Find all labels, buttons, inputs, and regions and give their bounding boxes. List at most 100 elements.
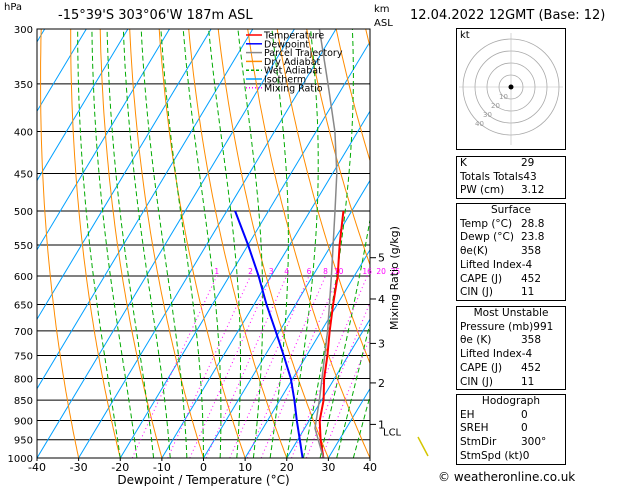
wet-adiabat — [106, 29, 154, 458]
surface-label: θe(K) — [460, 245, 488, 258]
surface-table: Surface Temp (°C) 28.8 Dewp (°C) 23.8 θe(K) 3… — [456, 203, 566, 301]
surface-title: Surface — [490, 204, 531, 216]
height-tick-label: 1 — [378, 418, 385, 431]
most-unstable-label: Lifted Index — [460, 348, 522, 361]
surface-row: θe(K) 358 — [457, 245, 565, 259]
dewpoint-line — [234, 210, 304, 458]
most-unstable-row: Pressure (mb) 991 — [457, 321, 565, 335]
hodograph-row: EH 0 — [457, 409, 565, 423]
mixing-ratio-line — [131, 275, 218, 458]
dry-adiabat — [247, 29, 370, 458]
x-axis-label: Dewpoint / Temperature (°C) — [117, 473, 289, 486]
dry-adiabat — [276, 29, 370, 365]
dry-adiabat — [129, 29, 204, 458]
most-unstable-table: Most Unstable Pressure (mb) 991 θe (K) 358 L… — [456, 306, 566, 391]
isotherm — [78, 29, 337, 458]
wind-barb — [417, 436, 429, 457]
hodograph-ring-label: 40 — [475, 120, 484, 128]
wet-adiabat — [91, 29, 138, 458]
height-tick-label: 4 — [378, 293, 385, 306]
isotherm — [37, 29, 254, 390]
wet-adiabat — [140, 29, 188, 458]
mixing-ratio-line — [229, 275, 310, 458]
legend-label: Temperature — [263, 31, 324, 42]
most-unstable-row: CAPE (J) 452 — [457, 362, 565, 376]
surface-label: Temp (°C) — [460, 217, 513, 230]
mixing-ratio-label: 6 — [307, 267, 312, 276]
surface-label: Dewp (°C) — [460, 231, 514, 244]
isotherm — [286, 318, 370, 458]
mixing-ratio-label: 8 — [323, 267, 328, 276]
height-tick-label: 2 — [378, 377, 385, 390]
x-tick-label: 20 — [280, 461, 294, 474]
x-tick-label: 30 — [321, 461, 335, 474]
height-tick-label: 5 — [378, 252, 385, 265]
pressure-unit-label: hPa — [4, 2, 23, 13]
dry-adiabat — [395, 29, 456, 458]
mixing-ratio-line — [205, 275, 288, 458]
surface-value: -4 — [521, 258, 533, 271]
most-unstable-value: 452 — [521, 361, 542, 374]
wet-adiabat — [160, 29, 204, 458]
most-unstable-label: Pressure (mb) — [460, 320, 534, 333]
hodograph-table-title: Hodograph — [481, 395, 541, 407]
height-tick-label: 3 — [378, 337, 385, 350]
pressure-tick-label: 650 — [14, 301, 33, 312]
mixing-ratio-line — [305, 301, 370, 458]
wet-adiabat — [286, 29, 319, 458]
isotherm — [37, 29, 129, 182]
surface-label: CAPE (J) — [460, 272, 503, 285]
hodograph-label: SREH — [460, 422, 489, 435]
dry-adiabat — [158, 29, 246, 458]
lcl-label: LCL — [383, 427, 402, 438]
hodograph-row: SREH 0 — [457, 422, 565, 436]
wet-adiabat — [208, 29, 241, 458]
datetime-title: 12.04.2022 12GMT (Base: 12) — [410, 8, 606, 23]
surface-row: CIN (J) 11 — [457, 286, 565, 300]
pressure-tick-label: 550 — [14, 241, 33, 252]
surface-value: 28.8 — [521, 217, 545, 230]
wet-adiabat — [122, 29, 171, 458]
copyright-footer: © weatheronline.co.uk — [438, 470, 576, 484]
legend-label: Isotherm — [264, 75, 306, 86]
height-unit-label: km — [374, 4, 390, 15]
x-tick-label: 10 — [238, 461, 252, 474]
isotherm — [37, 29, 295, 458]
most-unstable-row: CIN (J) 11 — [457, 376, 565, 390]
legend-label: Dewpoint — [264, 39, 309, 50]
mixing-ratio-line — [260, 275, 340, 458]
pressure-tick-label: 950 — [14, 436, 33, 447]
hodograph-value: 300° — [521, 436, 547, 449]
isotherm — [119, 40, 370, 458]
location-title: -15°39'S 303°06'W 187m ASL — [58, 8, 253, 23]
isotherm — [161, 110, 370, 458]
hodograph-center — [508, 84, 514, 90]
most-unstable-value: 991 — [533, 320, 554, 333]
most-unstable-label: CAPE (J) — [460, 361, 503, 374]
pressure-tick-label: 400 — [14, 128, 33, 139]
most-unstable-label: θe (K) — [460, 334, 492, 347]
most-unstable-value: 358 — [521, 334, 542, 347]
pressure-tick-label: 750 — [14, 351, 33, 362]
pressure-tick-label: 600 — [14, 272, 33, 283]
surface-value: 23.8 — [521, 231, 545, 244]
surface-label: Lifted Index — [460, 258, 522, 271]
mixing-ratio-label: 4 — [284, 267, 289, 276]
legend-label: Wet Adiabat — [264, 66, 322, 77]
most-unstable-label: CIN (J) — [460, 375, 493, 388]
pressure-tick-label: 500 — [14, 207, 33, 218]
isotherm — [37, 29, 170, 251]
wet-adiabat — [352, 393, 370, 458]
mixing-ratio-line — [291, 275, 368, 458]
dry-adiabat — [217, 29, 329, 458]
x-tick-label: -40 — [28, 461, 46, 474]
surface-row: CAPE (J) 452 — [457, 273, 565, 287]
dry-adiabat — [365, 29, 370, 49]
most-unstable-row: Lifted Index -4 — [457, 348, 565, 362]
hodograph-ring-label: 10 — [499, 93, 508, 101]
skew-t-chart: 3003504004505005506006507007508008509009… — [8, 25, 456, 486]
index-value: 29 — [521, 157, 535, 169]
index-row: K 29 — [457, 157, 565, 171]
dry-adiabat — [40, 29, 80, 458]
